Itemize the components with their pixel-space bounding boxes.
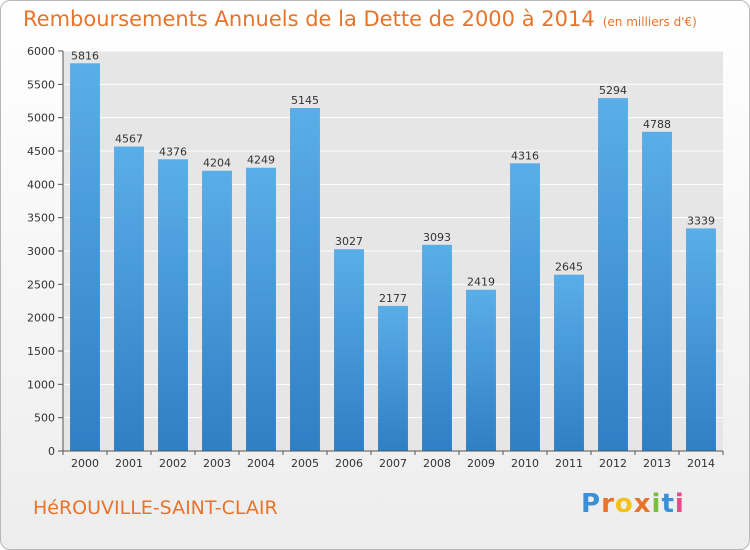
x-tick-label: 2002 <box>159 457 187 470</box>
logo-letter: i <box>651 489 662 519</box>
bar-value-label: 3339 <box>687 214 715 227</box>
logo-letter: o <box>614 489 634 519</box>
y-tick-label: 4500 <box>27 145 55 158</box>
bar-value-label: 4567 <box>115 133 143 146</box>
logo-letter: r <box>601 489 615 519</box>
y-tick-label: 5000 <box>27 112 55 125</box>
chart-unit: (en milliers d'€) <box>602 15 697 29</box>
bar-2009 <box>466 289 496 451</box>
proxiti-logo: Proxiti <box>581 489 685 519</box>
x-tick-label: 2013 <box>643 457 671 470</box>
y-tick-label: 0 <box>48 445 55 458</box>
x-tick-label: 2009 <box>467 457 495 470</box>
bar-2001 <box>114 146 144 452</box>
bar-value-label: 4788 <box>643 118 671 131</box>
x-tick-label: 2003 <box>203 457 231 470</box>
bar-2010 <box>510 163 540 451</box>
bar-value-label: 5294 <box>599 84 627 97</box>
bar-2004 <box>246 167 276 451</box>
y-tick-label: 2000 <box>27 312 55 325</box>
y-tick-label: 1000 <box>27 378 55 391</box>
bar-value-label: 5145 <box>291 94 319 107</box>
bar-value-label: 5816 <box>71 49 99 62</box>
bar-value-label: 4376 <box>159 145 187 158</box>
logo-letter: P <box>581 489 602 519</box>
y-tick-label: 3500 <box>27 212 55 225</box>
bar-2003 <box>202 170 232 451</box>
y-axis: 0 500 1000 1500 2000 2500 3000 3500 4000 4500 5000… <box>27 45 64 458</box>
bar-value-label: 4249 <box>247 154 275 167</box>
x-tick-label: 2008 <box>423 457 451 470</box>
x-axis: 2000 2001 2002 2003 2004 2005 2006 2007 2008 2009… <box>62 450 724 470</box>
y-tick-label: 3000 <box>27 245 55 258</box>
logo-letter: i <box>674 489 685 519</box>
x-tick-label: 2006 <box>335 457 363 470</box>
logo-letter: t <box>661 489 675 519</box>
bar-value-label: 4204 <box>203 157 231 170</box>
bar-2013 <box>642 131 672 452</box>
bar-value-label: 3027 <box>335 235 363 248</box>
bar-2014 <box>686 228 716 451</box>
x-tick-label: 2011 <box>555 457 583 470</box>
bar-2008 <box>422 244 452 451</box>
x-tick-label: 2000 <box>71 457 99 470</box>
bar-value-label: 2419 <box>467 276 495 289</box>
chart-title: Remboursements Annuels de la Dette de 20… <box>23 7 697 31</box>
logo-letter: x <box>633 489 652 519</box>
bar-value-label: 3093 <box>423 231 451 244</box>
y-tick-label: 2500 <box>27 278 55 291</box>
bar-value-label: 2645 <box>555 261 583 274</box>
y-tick-label: 500 <box>34 412 55 425</box>
y-tick-label: 5500 <box>27 78 55 91</box>
y-tick-label: 4000 <box>27 178 55 191</box>
y-tick-label: 1500 <box>27 345 55 358</box>
y-tick-label: 6000 <box>27 45 55 58</box>
bar-2007 <box>378 305 408 451</box>
bar-value-label: 4316 <box>511 149 539 162</box>
x-tick-label: 2014 <box>687 457 715 470</box>
bar-2005 <box>290 108 320 451</box>
x-tick-label: 2007 <box>379 457 407 470</box>
bar-2000 <box>70 63 100 452</box>
commune-name: HéROUVILLE-SAINT-CLAIR <box>33 497 278 519</box>
x-tick-label: 2005 <box>291 457 319 470</box>
bar-2006 <box>334 249 364 451</box>
bars: 5816 4567 4376 4204 4249 5145 3027 2177 3093 2419… <box>70 49 716 452</box>
x-tick-label: 2012 <box>599 457 627 470</box>
bar-2012 <box>598 98 628 452</box>
x-tick-label: 2010 <box>511 457 539 470</box>
x-tick-label: 2001 <box>115 457 143 470</box>
bar-2002 <box>158 159 188 451</box>
x-tick-label: 2004 <box>247 457 275 470</box>
bar-2011 <box>554 274 584 451</box>
bar-value-label: 2177 <box>379 292 407 305</box>
